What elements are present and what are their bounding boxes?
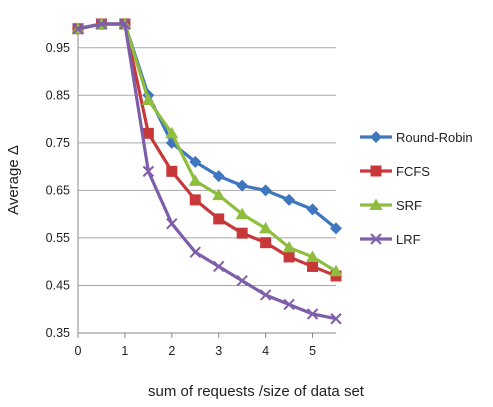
data-point bbox=[214, 261, 224, 271]
data-point bbox=[259, 222, 272, 234]
legend-item-srf: SRF bbox=[360, 198, 422, 213]
legend-label: Round-Robin bbox=[396, 130, 473, 145]
series-group bbox=[72, 18, 343, 324]
legend-item-round-robin: Round-Robin bbox=[360, 130, 473, 145]
y-tick-label: 0.35 bbox=[46, 326, 70, 340]
data-point bbox=[330, 265, 343, 277]
legend-label: FCFS bbox=[396, 164, 430, 179]
x-tick-label: 0 bbox=[75, 344, 82, 358]
gridlines bbox=[78, 48, 336, 333]
y-tick-label: 0.75 bbox=[46, 136, 70, 150]
series-line-lrf bbox=[78, 24, 336, 319]
x-tick-label: 4 bbox=[262, 344, 269, 358]
x-tick-label: 1 bbox=[121, 344, 128, 358]
legend: Round-Robin FCFS SRF LRF bbox=[360, 130, 473, 247]
x-tick-label: 2 bbox=[168, 344, 175, 358]
data-point bbox=[189, 174, 202, 186]
data-point bbox=[190, 194, 201, 205]
data-point bbox=[237, 228, 248, 239]
legend-label: LRF bbox=[396, 232, 421, 247]
data-point bbox=[260, 237, 271, 248]
data-point bbox=[236, 180, 248, 192]
data-point bbox=[307, 261, 318, 272]
legend-marker bbox=[370, 131, 382, 143]
data-point bbox=[237, 276, 247, 286]
y-tick-label: 0.55 bbox=[46, 231, 70, 245]
legend-item-lrf: LRF bbox=[360, 232, 421, 247]
data-point bbox=[190, 247, 200, 257]
data-point bbox=[260, 184, 272, 196]
legend-item-fcfs: FCFS bbox=[360, 164, 430, 179]
data-point bbox=[283, 194, 295, 206]
data-point bbox=[213, 213, 224, 224]
data-point bbox=[166, 166, 177, 177]
legend-label: SRF bbox=[396, 198, 422, 213]
series-round-robin bbox=[72, 18, 342, 234]
data-point bbox=[284, 251, 295, 262]
y-axis-title: Average Δ bbox=[5, 145, 22, 215]
series-line-round-robin bbox=[78, 24, 336, 228]
series-line-srf bbox=[78, 24, 336, 271]
y-tick-label: 0.95 bbox=[46, 41, 70, 55]
y-tick-label: 0.65 bbox=[46, 183, 70, 197]
y-tick-label: 0.85 bbox=[46, 88, 70, 102]
x-tick-label: 3 bbox=[215, 344, 222, 358]
series-srf bbox=[72, 18, 343, 277]
series-lrf bbox=[73, 19, 341, 324]
legend-marker bbox=[371, 166, 382, 177]
series-fcfs bbox=[73, 19, 342, 282]
x-axis-title: sum of requests /size of data set bbox=[148, 383, 365, 400]
y-tick-label: 0.45 bbox=[46, 278, 70, 292]
x-tick-label: 5 bbox=[309, 344, 316, 358]
